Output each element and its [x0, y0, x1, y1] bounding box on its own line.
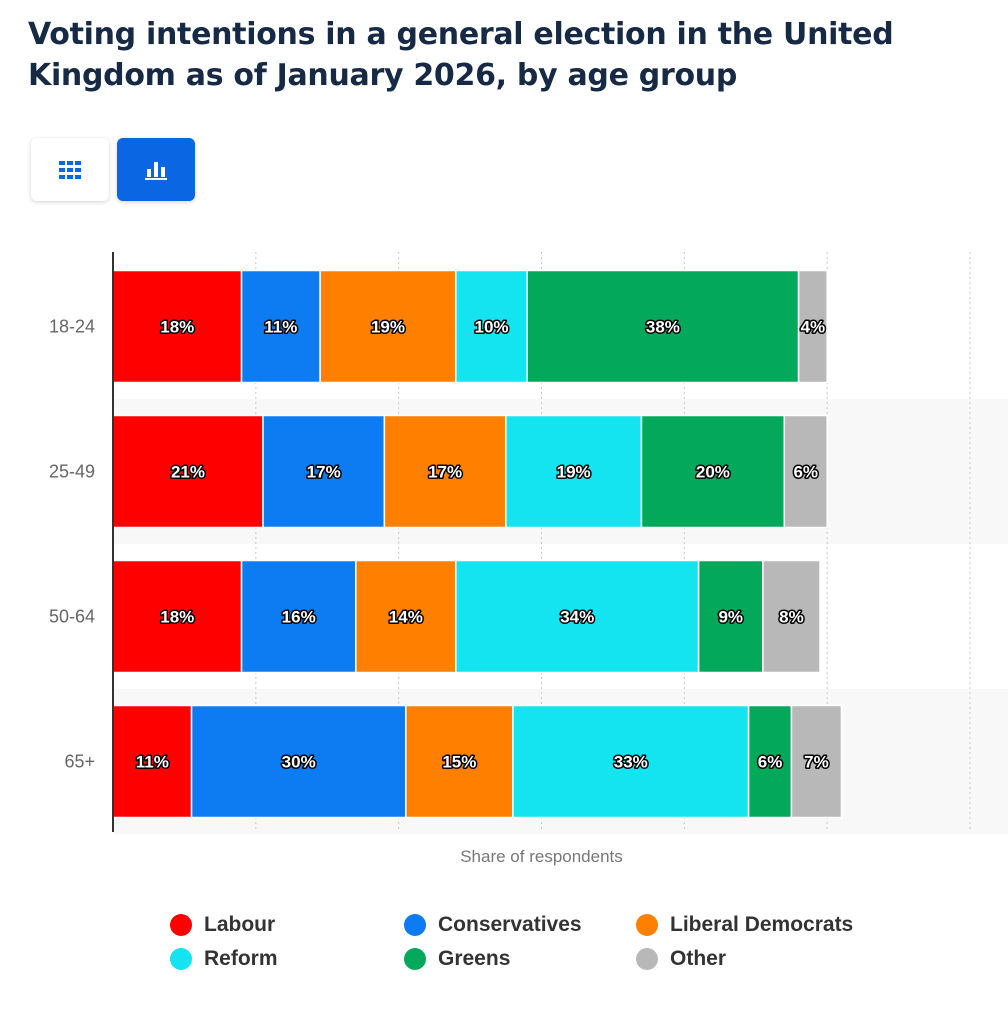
- bar-segment: [383, 414, 507, 529]
- data-label: 30%: [282, 753, 316, 772]
- bar-chart-icon: [145, 161, 167, 180]
- data-label: 9%: [718, 608, 743, 627]
- x-axis-title: Share of respondents: [460, 847, 623, 866]
- bar-segment: [355, 559, 457, 674]
- legend-item[interactable]: Conservatives: [404, 910, 582, 940]
- legend-item[interactable]: Labour: [170, 910, 275, 940]
- category-label: 18-24: [49, 317, 95, 337]
- bar-segment: [455, 559, 700, 674]
- data-label: 38%: [646, 318, 680, 337]
- data-label: 11%: [136, 753, 169, 772]
- data-label: 14%: [389, 608, 423, 627]
- data-label: 19%: [557, 463, 591, 482]
- bar-segment: [319, 269, 457, 384]
- bar-segment: [697, 559, 764, 674]
- data-label: 16%: [282, 608, 316, 627]
- data-label: 4%: [801, 318, 826, 337]
- legend-item[interactable]: Reform: [170, 944, 278, 974]
- bar-segment: [783, 414, 828, 529]
- bar-segment: [112, 559, 243, 674]
- data-label: 6%: [758, 753, 783, 772]
- legend-swatch: [636, 914, 658, 936]
- bar-segment: [790, 704, 843, 819]
- bar-segment: [526, 269, 800, 384]
- legend-swatch: [404, 948, 426, 970]
- legend-swatch: [636, 948, 658, 970]
- bar-segment: [240, 559, 357, 674]
- legend-label: Reform: [204, 947, 278, 970]
- bar-segment: [240, 269, 321, 384]
- legend-label: Labour: [204, 913, 276, 936]
- bar-segment: [112, 414, 264, 529]
- bar-segment: [455, 269, 528, 384]
- bar-segment: [505, 414, 643, 529]
- legend-item[interactable]: Liberal Democrats: [636, 910, 853, 940]
- table-view-button[interactable]: [31, 138, 109, 201]
- data-label: 17%: [428, 463, 462, 482]
- data-label: 7%: [804, 753, 829, 772]
- legend-item[interactable]: Greens: [404, 944, 510, 974]
- chart-legend: Labour Conservatives Liberal Democrats Refo…: [170, 910, 890, 980]
- legend-label: Greens: [438, 947, 511, 970]
- bar-segment: [190, 704, 407, 819]
- data-label: 11%: [264, 318, 297, 337]
- legend-swatch: [404, 914, 426, 936]
- data-label: 18%: [160, 608, 194, 627]
- data-label: 8%: [779, 608, 804, 627]
- bar-segment: [762, 559, 821, 674]
- data-label: 33%: [614, 753, 648, 772]
- category-label: 25-49: [49, 462, 95, 482]
- data-label: 20%: [696, 463, 730, 482]
- bar-segment: [112, 704, 193, 819]
- bar-segment: [262, 414, 386, 529]
- legend-swatch: [170, 914, 192, 936]
- data-label: 15%: [442, 753, 476, 772]
- stacked-bar-chart: 18% 11% 19% 10% 38% 4% 18-24 21% 17% 17% 19% 20% 6% 2…: [49, 252, 1008, 866]
- data-label: 10%: [474, 318, 508, 337]
- legend-label: Conservatives: [438, 913, 582, 936]
- data-label: 17%: [307, 463, 341, 482]
- bar-segment: [640, 414, 786, 529]
- legend-swatch: [170, 948, 192, 970]
- data-label: 19%: [371, 318, 405, 337]
- category-label: 65+: [64, 752, 95, 772]
- data-label: 6%: [793, 463, 818, 482]
- chart-view-button[interactable]: [117, 138, 195, 201]
- legend-item[interactable]: Other: [636, 944, 726, 974]
- data-label: 18%: [160, 318, 194, 337]
- bar-segment: [512, 704, 750, 819]
- legend-label: Liberal Democrats: [670, 913, 854, 936]
- chart-title: Voting intentions in a general election …: [28, 17, 894, 93]
- legend-label: Other: [670, 947, 727, 970]
- bar-segment: [797, 269, 828, 384]
- category-label: 50-64: [49, 607, 95, 627]
- data-label: 21%: [171, 463, 205, 482]
- data-label: 34%: [560, 608, 594, 627]
- bar-segment: [405, 704, 514, 819]
- grid-icon: [59, 160, 81, 179]
